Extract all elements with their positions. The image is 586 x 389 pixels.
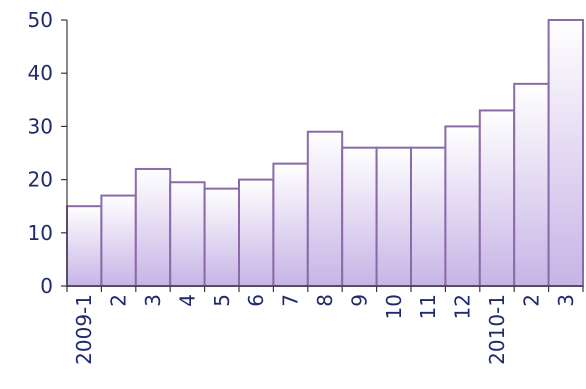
x-tick-label-7: 7 [279, 294, 303, 307]
x-tick-label-5: 5 [210, 294, 234, 307]
axes [61, 19, 584, 292]
x-tick-label-13: 2010-1 [485, 294, 509, 365]
bar-4 [169, 181, 206, 287]
bar-7 [272, 162, 309, 287]
bar-15 [547, 19, 584, 287]
y-tick-labels: 0 10 20 30 40 50 [28, 8, 53, 298]
x-tick-label-2: 2 [107, 294, 131, 307]
x-tick-label-4: 4 [175, 294, 199, 307]
x-tick-label-10: 10 [382, 294, 406, 319]
x-tick-label-14: 2 [519, 294, 543, 307]
bar-8 [306, 130, 344, 287]
bar-11 [410, 146, 447, 287]
y-tick-label-10: 10 [28, 221, 53, 245]
y-tick-label-30: 30 [28, 114, 53, 138]
y-tick-label-50: 50 [28, 8, 53, 32]
bar-1 [66, 205, 103, 287]
x-tick-label-9: 9 [347, 294, 371, 307]
x-tick-label-1: 2009-1 [72, 294, 96, 365]
y-tick-label-0: 0 [40, 274, 53, 298]
bar-10 [375, 146, 413, 287]
bar-3 [134, 167, 172, 288]
bar-13 [478, 109, 516, 287]
x-tick-label-3: 3 [141, 294, 165, 307]
x-tick-labels: 2009-1 2 3 4 5 6 7 8 9 10 11 12 2010-1 2 3 [72, 294, 578, 365]
bar-12 [444, 125, 481, 288]
y-tick-label-20: 20 [28, 168, 53, 192]
x-tick-label-12: 12 [451, 294, 475, 319]
bar-9 [341, 146, 378, 287]
x-tick-label-8: 8 [313, 294, 337, 307]
x-tick-label-6: 6 [244, 294, 268, 307]
bar-6 [238, 178, 275, 288]
bar-14 [513, 82, 550, 287]
y-tick-label-40: 40 [28, 61, 53, 85]
x-tick-label-15: 3 [554, 294, 578, 307]
x-tick-label-11: 11 [416, 294, 440, 319]
bars [66, 19, 584, 288]
bar-5 [203, 187, 241, 287]
bar-2 [100, 194, 137, 287]
